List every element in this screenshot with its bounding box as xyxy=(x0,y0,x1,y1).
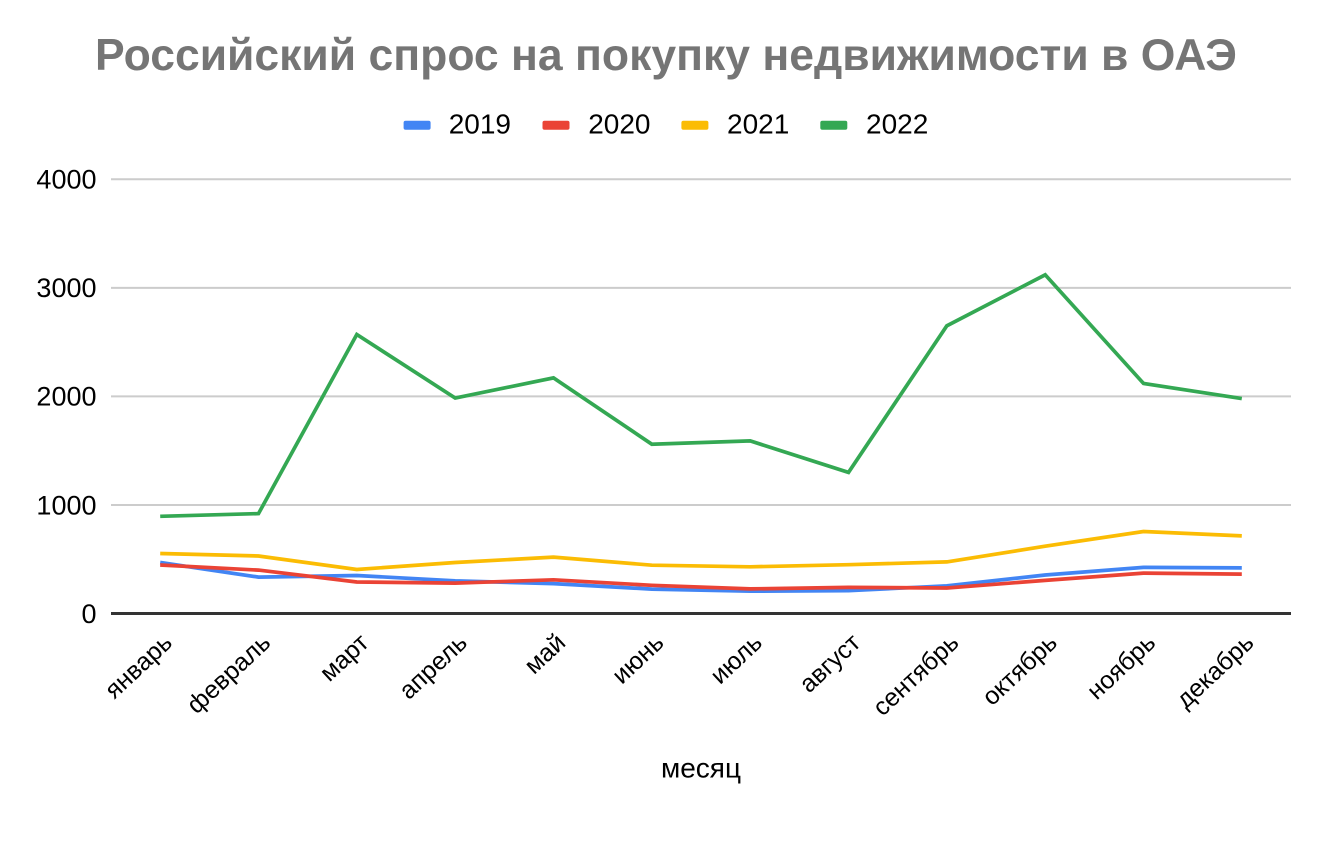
svg-text:0: 0 xyxy=(81,599,96,629)
svg-text:1000: 1000 xyxy=(36,490,96,520)
svg-text:3000: 3000 xyxy=(36,273,96,303)
svg-text:4000: 4000 xyxy=(36,165,96,195)
svg-text:2000: 2000 xyxy=(36,382,96,412)
svg-text:2022: 2022 xyxy=(866,109,928,140)
svg-text:2019: 2019 xyxy=(449,109,511,140)
svg-text:2021: 2021 xyxy=(727,109,789,140)
svg-text:месяц: месяц xyxy=(661,753,741,784)
svg-text:Российский спрос на покупку не: Российский спрос на покупку недвижимости… xyxy=(95,31,1237,80)
svg-text:2020: 2020 xyxy=(588,109,650,140)
